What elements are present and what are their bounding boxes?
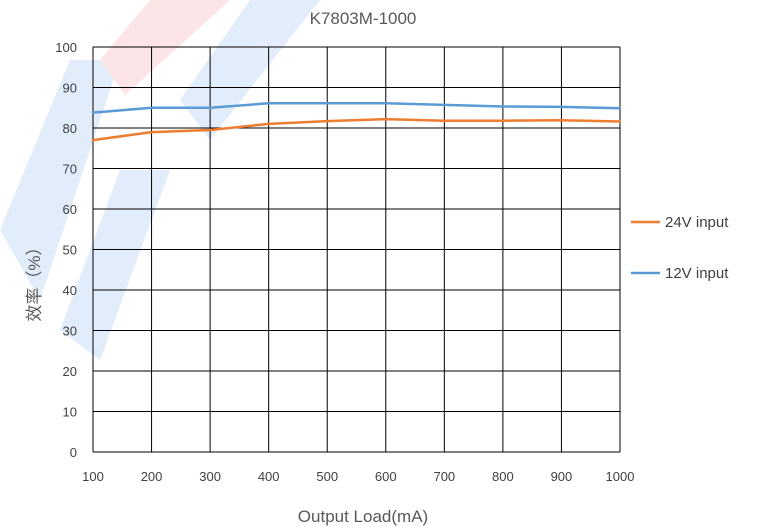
y-tick-label: 30 [63,324,77,339]
legend-item: 24V input [631,214,729,231]
series-line-12v-input [91,102,622,114]
x-tick-label: 500 [316,469,338,484]
watermark-logo [0,0,320,360]
chart-legend: 24V input 12V input [631,214,729,282]
y-tick-label: 0 [70,445,77,460]
x-tick-label: 1000 [606,469,635,484]
x-axis-title: Output Load(mA) [298,507,428,526]
y-tick-label: 20 [63,364,77,379]
x-tick-label: 700 [433,469,455,484]
y-tick-label: 70 [63,162,77,177]
x-tick-label: 200 [141,469,163,484]
series-line-24v-input [91,117,622,142]
legend-label: 24V input [665,214,729,231]
x-tick-label: 800 [492,469,514,484]
y-axis-tick-labels: 0 10 20 30 40 50 60 70 80 90 100 [55,40,77,460]
watermark-blue-stripe-3 [60,170,170,360]
legend-item: 12V input [631,265,729,282]
x-tick-label: 400 [258,469,280,484]
y-tick-label: 60 [63,202,77,217]
y-tick-label: 100 [55,40,77,55]
plot-grid [92,46,621,453]
y-tick-label: 10 [63,405,77,420]
series-lines [91,102,622,142]
watermark-blue-stripe-2 [180,0,320,140]
legend-label: 12V input [665,265,729,282]
y-tick-label: 40 [63,283,77,298]
x-tick-label: 300 [199,469,221,484]
y-tick-label: 90 [63,81,77,96]
y-tick-label: 50 [63,243,77,258]
x-axis-tick-labels: 100 200 300 400 500 600 700 800 900 1000 [82,469,634,484]
x-tick-label: 600 [375,469,397,484]
y-axis-title: 效率（%） [25,238,44,321]
watermark-blue-stripe-1 [0,60,120,300]
x-tick-label: 100 [82,469,104,484]
y-tick-label: 80 [63,121,77,136]
chart-title: K7803M-1000 [310,9,417,28]
x-tick-label: 900 [551,469,573,484]
